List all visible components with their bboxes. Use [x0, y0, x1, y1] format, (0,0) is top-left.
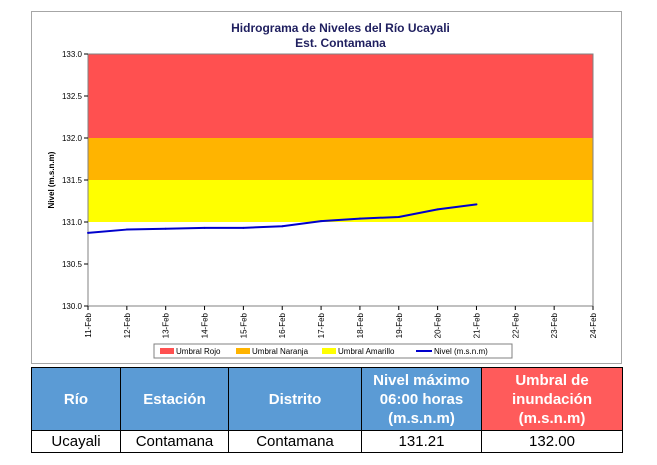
data-point: [358, 217, 361, 220]
data-point: [203, 226, 206, 229]
header-umbral-line-3: (m.s.n.m): [518, 409, 586, 427]
table-row: Ucayali Contamana Contamana 131.21 132.0…: [31, 430, 623, 453]
data-point: [397, 215, 400, 218]
header-nivel-line-3: (m.s.n.m): [388, 409, 455, 427]
x-tick-label: 17-Feb: [317, 312, 326, 338]
cell-umbral-inundacion: 132.00: [481, 430, 623, 453]
header-distrito: Distrito: [228, 367, 362, 431]
header-estacion: Estación: [120, 367, 229, 431]
threshold-band-2: [88, 180, 593, 222]
cell-estacion: Contamana: [120, 430, 229, 453]
data-point: [164, 227, 167, 230]
legend-label-0: Umbral Rojo: [176, 347, 221, 356]
header-nivel-maximo: Nivel máximo 06:00 horas (m.s.n.m): [361, 367, 482, 431]
chart-subtitle: Est. Contamana: [295, 36, 386, 50]
data-point: [125, 228, 128, 231]
legend-swatch-0: [160, 348, 174, 354]
header-umbral-line-1: Umbral de: [515, 371, 589, 389]
x-tick-label: 18-Feb: [356, 312, 365, 338]
legend-label-1: Umbral Naranja: [252, 347, 309, 356]
x-tick-label: 16-Feb: [278, 312, 287, 338]
header-nivel-line-2: 06:00 horas: [379, 390, 464, 408]
data-point: [436, 208, 439, 211]
x-tick-label: 21-Feb: [472, 312, 481, 338]
y-tick-label: 131.5: [62, 176, 83, 185]
legend-label-2: Umbral Amarillo: [338, 347, 395, 356]
data-point: [87, 231, 89, 234]
table-header-row: Río Estación Distrito Nivel máximo 06:00…: [31, 367, 623, 431]
x-tick-label: 24-Feb: [589, 312, 598, 338]
header-umbral-inundacion: Umbral de inundación (m.s.n.m): [481, 367, 623, 431]
header-distrito-label: Distrito: [268, 390, 322, 408]
threshold-band-1: [88, 138, 593, 180]
x-tick-label: 23-Feb: [550, 312, 559, 338]
data-point: [242, 226, 245, 229]
hydrograph-chart: Hidrograma de Niveles del Río UcayaliEst…: [47, 21, 598, 359]
legend-label-3: Nivel (m.s.n.m): [434, 347, 488, 356]
y-tick-label: 130.0: [62, 302, 83, 311]
cell-rio: Ucayali: [31, 430, 121, 453]
header-rio: Río: [31, 367, 121, 431]
x-tick-label: 12-Feb: [123, 312, 132, 338]
station-info-table: Río Estación Distrito Nivel máximo 06:00…: [31, 367, 623, 453]
chart-frame: Hidrograma de Niveles del Río Ucayali Est…: [31, 11, 622, 364]
x-tick-label: 11-Feb: [84, 312, 93, 337]
cell-nivel-maximo: 131.21: [361, 430, 482, 453]
header-rio-label: Río: [63, 390, 89, 408]
y-tick-label: 131.0: [62, 218, 83, 227]
data-point: [475, 203, 478, 206]
legend-swatch-2: [322, 348, 336, 354]
x-tick-label: 13-Feb: [162, 312, 171, 338]
x-tick-label: 14-Feb: [201, 312, 210, 338]
x-tick-label: 15-Feb: [239, 312, 248, 338]
header-nivel-line-1: Nivel máximo: [373, 371, 470, 389]
threshold-band-0: [88, 54, 593, 138]
y-tick-label: 132.5: [62, 92, 83, 101]
legend-swatch-1: [236, 348, 250, 354]
y-axis-label: Nivel (m.s.n.m): [47, 151, 56, 208]
y-tick-label: 132.0: [62, 134, 83, 143]
header-estacion-label: Estación: [143, 390, 206, 408]
cell-distrito: Contamana: [228, 430, 362, 453]
x-tick-label: 20-Feb: [434, 312, 443, 338]
x-tick-label: 22-Feb: [511, 312, 520, 338]
data-point: [320, 220, 323, 223]
y-tick-label: 130.5: [62, 260, 83, 269]
y-tick-label: 133.0: [62, 50, 83, 59]
chart-title: Hidrograma de Niveles del Río Ucayali: [231, 21, 450, 35]
header-umbral-line-2: inundación: [512, 390, 592, 408]
x-tick-label: 19-Feb: [395, 312, 404, 338]
data-point: [281, 225, 284, 228]
